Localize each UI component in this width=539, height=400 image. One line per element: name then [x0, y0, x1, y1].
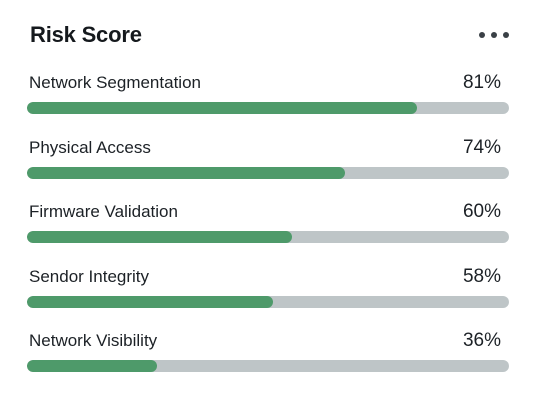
metric-value: 60%: [462, 201, 501, 222]
progress-track: [27, 231, 509, 243]
metric-list: Network Segmentation 81% Physical Access…: [27, 72, 509, 395]
more-horizontal-icon-dot: [503, 32, 509, 38]
progress-track: [27, 295, 509, 308]
progress-track: [27, 166, 509, 179]
metric-value: 74%: [462, 136, 501, 158]
metric-row-sendor-integrity: Sendor Integrity 58%: [27, 266, 509, 331]
progress-fill: [27, 295, 273, 308]
metric-row-network-visibility: Network Visibility 36%: [27, 330, 509, 395]
progress-track: [27, 360, 509, 372]
metric-value: 81%: [462, 72, 501, 93]
metric-value: 58%: [462, 265, 501, 287]
more-horizontal-icon-dot: [491, 32, 497, 38]
progress-fill: [27, 360, 158, 372]
metric-row-network-segmentation: Network Segmentation 81%: [27, 72, 509, 137]
metric-row-physical-access: Physical Access 74%: [27, 137, 509, 202]
metric-value: 36%: [462, 330, 501, 351]
progress-fill: [27, 166, 346, 179]
progress-fill: [27, 231, 293, 243]
more-options-button[interactable]: [479, 28, 509, 42]
metric-label: Firmware Validation: [29, 202, 178, 221]
card-header: Risk Score: [30, 22, 509, 52]
card-title: Risk Score: [30, 22, 142, 47]
progress-track: [27, 102, 509, 114]
metric-label: Sendor Integrity: [29, 266, 150, 286]
progress-fill: [27, 102, 418, 114]
metric-label: Network Segmentation: [29, 73, 201, 92]
metric-label: Network Visibility: [29, 331, 158, 350]
metric-label: Physical Access: [29, 137, 151, 157]
more-horizontal-icon: [479, 32, 485, 38]
metric-row-firmware-validation: Firmware Validation 60%: [27, 201, 509, 266]
